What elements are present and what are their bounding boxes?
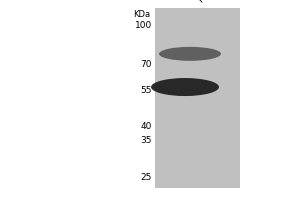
Text: 100: 100 (135, 21, 152, 29)
Text: 40: 40 (141, 122, 152, 131)
Text: 35: 35 (140, 136, 152, 145)
Text: HepG2: HepG2 (195, 0, 226, 4)
Bar (155, 8, 240, 188)
Text: 25: 25 (141, 173, 152, 182)
Ellipse shape (159, 47, 221, 61)
Text: 70: 70 (140, 60, 152, 69)
Ellipse shape (151, 78, 219, 96)
Text: 55: 55 (140, 86, 152, 95)
Text: KDa: KDa (133, 10, 150, 19)
